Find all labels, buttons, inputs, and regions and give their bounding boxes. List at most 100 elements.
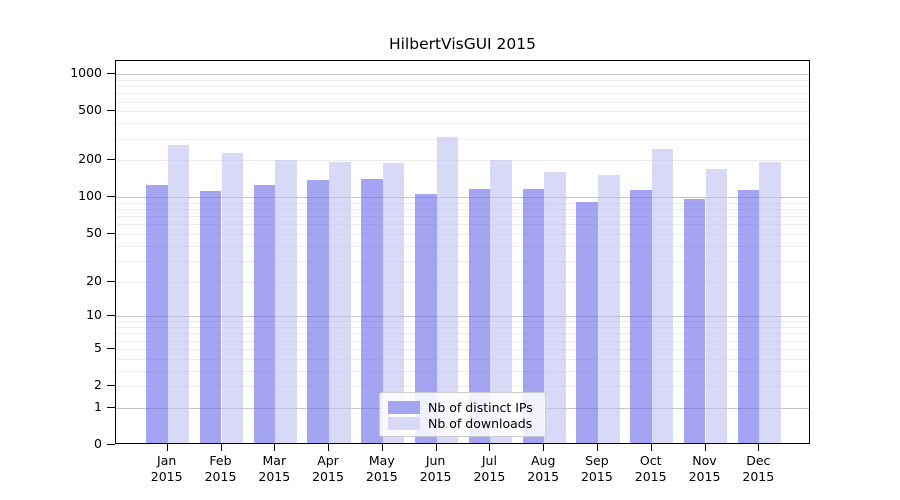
gridline-3 [116, 370, 809, 372]
y-tick-10 [107, 315, 115, 317]
bar-aug-downloads [544, 171, 566, 443]
y-tick-2 [107, 385, 115, 386]
x-tick-label-feb: Feb 2015 [204, 453, 237, 484]
bar-jun-downloads [436, 136, 459, 443]
gridline-70 [116, 216, 809, 218]
gridline-700 [116, 93, 809, 95]
gridline-6 [116, 340, 809, 342]
bar-jun-distinct-ips [414, 194, 437, 443]
y-tick-label-50: 50 [86, 225, 102, 240]
y-tick-0 [107, 444, 115, 445]
y-tick-100 [107, 196, 115, 198]
bar-mar-distinct-ips [253, 184, 276, 443]
x-tick-aug [543, 444, 545, 451]
x-tick-label-jul: Jul 2015 [473, 453, 506, 484]
x-tick-label-dec: Dec 2015 [742, 453, 775, 484]
y-tick-label-2: 2 [94, 377, 102, 392]
gridline-80 [116, 209, 809, 211]
gridline-200 [116, 160, 809, 162]
x-tick-label-mar: Mar 2015 [258, 453, 291, 484]
x-tick-label-sep: Sep 2015 [580, 453, 613, 484]
x-tick-label-aug: Aug 2015 [527, 453, 560, 484]
gridline-50 [116, 234, 809, 235]
x-tick-feb [220, 444, 222, 451]
gridline-900 [116, 79, 809, 81]
gridline-5 [116, 348, 809, 350]
bar-feb-distinct-ips [199, 191, 222, 443]
gridline-20 [116, 281, 809, 283]
legend-swatch-distinct-ips [388, 401, 420, 414]
x-tick-sep [596, 444, 598, 451]
bar-may-downloads [382, 162, 405, 443]
gridline-100 [116, 197, 809, 199]
x-tick-label-oct: Oct 2015 [634, 453, 667, 484]
gridline-60 [116, 224, 809, 226]
gridline-8 [116, 327, 809, 329]
x-tick-oct [650, 444, 652, 451]
bar-dec-distinct-ips [737, 190, 760, 443]
bar-aug-distinct-ips [522, 189, 545, 443]
y-tick-500 [107, 110, 115, 112]
bar-jul-downloads [490, 159, 513, 443]
bar-dec-downloads [759, 161, 781, 443]
x-tick-may [381, 444, 383, 451]
x-tick-label-apr: Apr 2015 [312, 453, 344, 484]
y-tick-label-10: 10 [86, 307, 102, 323]
x-tick-apr [328, 444, 329, 451]
gridline-2 [116, 386, 809, 387]
x-tick-dec [758, 444, 760, 451]
x-tick-jan [166, 444, 168, 451]
y-tick-50 [107, 233, 115, 234]
bar-sep-distinct-ips [576, 201, 598, 443]
gridline-4 [116, 358, 809, 360]
y-tick-label-1000: 1000 [70, 65, 102, 81]
bar-apr-distinct-ips [307, 179, 329, 443]
gridline-9 [116, 321, 809, 323]
bar-jan-distinct-ips [146, 184, 168, 443]
x-tick-label-jun: Jun 2015 [419, 453, 452, 484]
legend-item-distinct-ips: Nb of distinct IPs [388, 400, 537, 415]
y-tick-200 [107, 159, 115, 161]
x-tick-label-jan: Jan 2015 [150, 453, 183, 484]
y-tick-5 [107, 347, 115, 349]
x-tick-nov [704, 444, 706, 451]
y-tick-label-100: 100 [78, 188, 102, 204]
y-tick-1 [107, 406, 115, 408]
x-tick-label-may: May 2015 [365, 453, 398, 484]
legend: Nb of distinct IPs Nb of downloads [379, 392, 546, 437]
y-tick-label-200: 200 [78, 151, 102, 167]
y-tick-1000 [107, 73, 115, 75]
legend-item-downloads: Nb of downloads [388, 416, 537, 431]
gridline-400 [116, 123, 809, 125]
y-tick-label-500: 500 [78, 102, 102, 118]
gridline-40 [116, 245, 809, 247]
gridline-10 [116, 316, 809, 318]
y-tick-20 [107, 280, 115, 282]
legend-label-distinct-ips: Nb of distinct IPs [428, 400, 533, 415]
legend-label-downloads: Nb of downloads [428, 416, 533, 431]
gridline-300 [116, 138, 809, 140]
gridline-90 [116, 202, 809, 204]
x-tick-label-nov: Nov 2015 [688, 453, 721, 484]
bar-oct-downloads [651, 149, 674, 443]
gridline-600 [116, 101, 809, 103]
y-tick-label-0: 0 [94, 436, 102, 451]
bar-may-distinct-ips [361, 178, 383, 443]
bar-sep-downloads [597, 174, 620, 443]
bar-nov-distinct-ips [683, 198, 706, 443]
gridline-1000 [116, 74, 809, 76]
bar-mar-downloads [275, 160, 297, 443]
legend-swatch-downloads [388, 417, 420, 430]
plot-area: Nb of distinct IPs Nb of downloads [115, 60, 810, 444]
bar-nov-downloads [705, 169, 728, 443]
x-tick-mar [274, 444, 276, 451]
x-tick-jun [435, 444, 437, 451]
gridline-500 [116, 111, 809, 113]
chart-title: HilbertVisGUI 2015 [388, 35, 537, 53]
bar-apr-downloads [329, 161, 351, 443]
bar-jan-downloads [167, 145, 190, 443]
gridline-30 [116, 260, 809, 262]
bar-oct-distinct-ips [630, 189, 652, 443]
y-tick-label-5: 5 [94, 339, 102, 355]
